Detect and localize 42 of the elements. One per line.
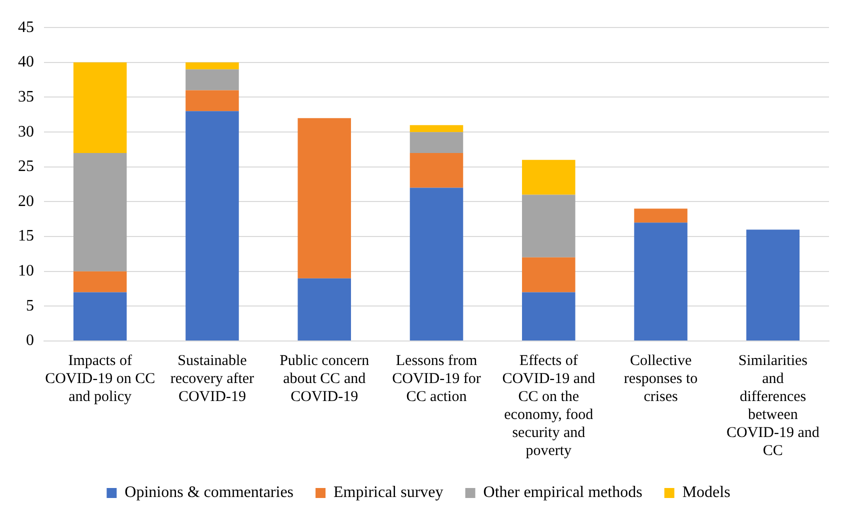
x-tick-label: Collective responses to crises [624, 352, 698, 405]
y-tick-label: 15 [18, 228, 34, 245]
y-tick-label: 30 [18, 123, 34, 140]
y-tick-label: 20 [18, 192, 34, 210]
y-tick-label: 45 [18, 18, 34, 36]
legend-label: Other empirical methods [483, 484, 642, 502]
bar [298, 278, 351, 340]
x-tick-label: Effects of COVID-19 and CC on the economy, food security and poverty [502, 352, 596, 459]
bar [746, 230, 800, 340]
bar [186, 69, 239, 90]
bar [410, 152, 464, 188]
x-tick-label: Similarities and differences between COVID-19 and CC [726, 352, 820, 459]
bar [522, 160, 576, 195]
bar [634, 208, 688, 223]
bar [186, 90, 239, 112]
bar [73, 152, 127, 272]
y-tick-label: 40 [18, 54, 34, 71]
legend-label: Models [682, 484, 730, 502]
x-tick-label: Impacts of COVID-19 on CC and policy [45, 352, 156, 405]
bar [186, 111, 239, 340]
x-tick-label: Public concern about CC and COVID-19 [280, 352, 370, 405]
bar [634, 222, 688, 340]
bar [73, 292, 127, 340]
legend-label: Opinions & commentaries [124, 484, 294, 502]
y-tick-label: 35 [18, 88, 34, 106]
x-tick-label: Sustainable recovery after COVID-19 [170, 352, 254, 405]
x-tick-label: Lessons from COVID-19 for CC action [392, 352, 481, 405]
bar [73, 62, 127, 153]
bar [522, 194, 576, 258]
y-tick-label: 25 [18, 158, 34, 176]
y-tick-label: 10 [18, 262, 34, 280]
bar [186, 62, 239, 70]
legend-label: Empirical survey [334, 484, 444, 502]
bar [298, 118, 351, 278]
bar [522, 292, 576, 340]
y-tick-label: 0 [26, 332, 34, 350]
bar [522, 257, 576, 292]
bar [410, 132, 464, 153]
bar [73, 271, 127, 292]
y-tick-label: 5 [26, 297, 34, 314]
bar [410, 188, 464, 340]
bar [410, 125, 464, 132]
